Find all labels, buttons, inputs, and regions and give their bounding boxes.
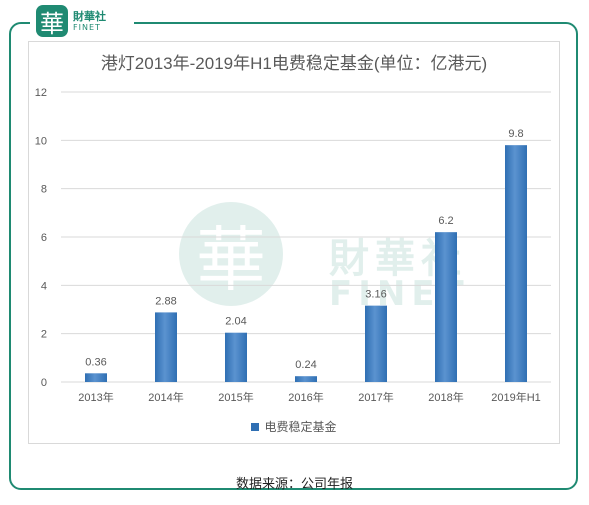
x-tick-label: 2018年: [428, 390, 463, 404]
data-label: 9.8: [508, 128, 523, 140]
bar: [505, 145, 527, 382]
brand-name-cn: 財華社: [73, 9, 106, 23]
bar: [435, 232, 457, 382]
legend-swatch: [251, 422, 260, 431]
bar-chart: 0 2 4 6 8 10 12 0.36 2013年 2.88 2014年 2.04 2015年 0.24…: [35, 87, 551, 404]
data-label: 3.16: [365, 289, 386, 301]
legend: 电费稳定基金: [29, 418, 559, 435]
x-tick-label: 2015年: [218, 390, 253, 404]
y-tick-label: 4: [41, 280, 47, 292]
bar: [225, 332, 247, 382]
y-tick-label: 0: [41, 377, 47, 389]
x-tick-label: 2016年: [288, 390, 323, 404]
chart-container: 華 財華社 FINET 港灯2013年-2019年H1电费稳定基金(单位：亿港元…: [28, 41, 560, 444]
data-label: 0.36: [85, 356, 106, 368]
brand-logo-icon: 華: [36, 5, 68, 38]
x-tick-label: 2017年: [358, 390, 393, 404]
legend-label: 电费稳定基金: [264, 420, 337, 434]
y-tick-label: 2: [41, 329, 47, 341]
brand-name-en: FINET: [73, 22, 101, 32]
y-tick-label: 12: [35, 87, 47, 99]
card-frame: [9, 22, 578, 490]
source-note: 数据来源：公司年报: [235, 477, 353, 492]
x-tick-label: 2013年: [78, 390, 113, 404]
y-tick-label: 10: [35, 135, 47, 147]
bar: [365, 305, 387, 382]
data-label: 2.04: [225, 316, 246, 328]
bar: [155, 312, 177, 382]
brand-badge: 華 財華社 FINET: [30, 3, 134, 39]
chart-title: 港灯2013年-2019年H1电费稳定基金(单位：亿港元): [100, 54, 488, 73]
y-tick-label: 8: [41, 184, 47, 196]
data-label: 6.2: [438, 215, 453, 227]
y-tick-label: 6: [41, 232, 47, 244]
x-tick-label: 2014年: [148, 390, 183, 404]
bar: [295, 376, 317, 382]
data-label: 0.24: [295, 359, 316, 371]
bar: [85, 373, 107, 382]
x-tick-label: 2019年H1: [491, 390, 541, 404]
brand-text: 財華社 FINET: [73, 11, 106, 32]
data-label: 2.88: [155, 295, 176, 307]
